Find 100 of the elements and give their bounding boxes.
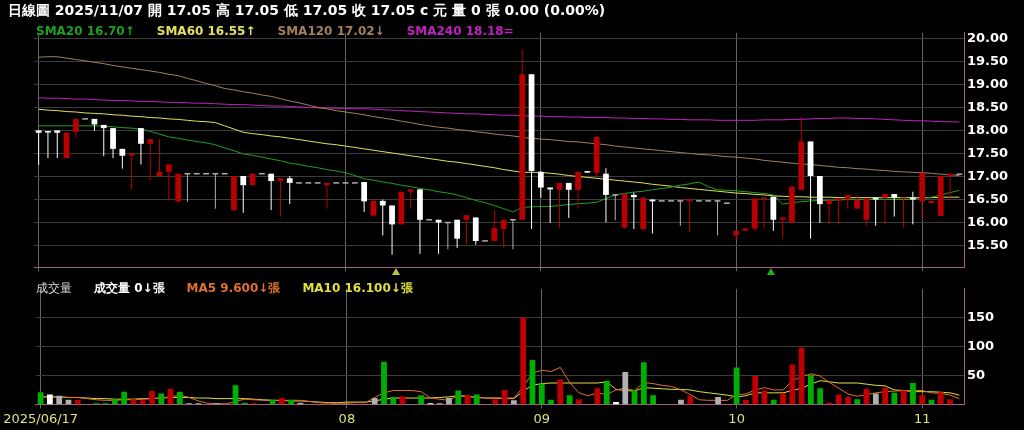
bar [937,392,944,405]
bar [149,391,155,405]
candlestick [324,182,330,210]
bar [371,398,378,405]
bar [381,361,387,405]
bar [538,383,545,405]
bar [557,379,564,405]
bar [650,395,656,405]
candlestick [612,194,619,221]
y-tick-label: 18.50 [967,98,1009,114]
candlestick [463,214,470,246]
candlestick [268,173,275,211]
bar [576,399,582,405]
candlestick [435,219,442,255]
candlestick [286,175,293,205]
candlestick [565,182,572,219]
candlestick [138,127,144,166]
bar [492,399,499,405]
bar [473,394,480,405]
y-tick-label: 19.50 [967,52,1009,68]
candlestick [779,216,786,240]
legend-title: 成交量 [36,280,72,297]
candlestick [361,181,368,213]
candlestick [537,170,544,199]
candlestick [277,177,284,218]
bar [919,395,926,405]
bar [882,387,888,405]
candlestick [54,129,61,159]
bar [501,389,508,405]
bar [446,398,452,405]
bar [613,402,619,405]
bar [733,367,740,405]
bar [687,395,694,405]
candlestick [761,197,767,230]
bar [603,380,610,405]
chart-title: 日線圖 2025/11/07 開 17.05 高 17.05 低 17.05 收 17.05 c 元 量 0 張 0.00 (0.00%) [8,2,606,20]
bar [279,398,285,405]
y-tick-label: 150 [967,309,995,325]
y-tick-label: 17.00 [967,167,1009,183]
candlestick [677,200,684,227]
bar [418,395,424,405]
bar [817,388,824,405]
candlestick [510,219,516,250]
candlestick [872,196,879,227]
y-tick-label: 18.00 [967,121,1009,137]
bar [789,364,796,405]
bar [900,390,907,405]
candlestick [714,200,721,236]
bar [947,399,953,405]
bar [520,317,527,405]
candlestick [100,124,107,157]
candlestick [500,219,507,249]
bar [121,391,128,405]
y-tick-label: 15.50 [967,236,1009,252]
candlestick [770,196,777,232]
y-tick-label: 17.50 [967,144,1009,160]
y-tick-label: 16.50 [967,190,1009,206]
candlestick [45,131,51,159]
candlestick [909,191,916,225]
text: SMA240 18.18= [406,24,514,38]
bar [640,362,647,405]
bar [158,393,165,405]
text: MA10 16.100↓張 [302,280,413,297]
bar [780,393,786,405]
x-tick-label: 08 [338,410,356,426]
candlestick [491,209,498,242]
candlestick [389,204,395,256]
bar [622,372,629,405]
candlestick [165,164,172,201]
y-tick-label: 16.00 [967,213,1009,229]
y-tick-label: 50 [967,366,986,382]
bar [56,395,63,405]
text: SMA60 16.55↑ [156,24,256,38]
text: 成交量 0↓張 [94,280,165,297]
candlestick [947,173,953,201]
bar [139,400,146,405]
candlestick [35,129,42,166]
bar [511,400,517,405]
y-tick-label: 20.00 [967,29,1009,45]
text: MA5 9.600↓張 [186,280,281,297]
x-tick-label: 09 [533,410,551,426]
x-tick-label: 10 [728,410,745,426]
bar [845,396,851,405]
bar [47,394,53,405]
candlestick [863,197,870,227]
bar [872,393,879,405]
candlestick [147,138,154,182]
bar [835,394,842,405]
x-tick-label: 2025/06/17 [3,410,79,426]
candlestick [630,192,637,230]
y-tick-label: 100 [967,337,995,353]
bar [752,376,759,405]
candlestick [603,167,609,224]
candlestick [454,219,461,249]
candlestick [128,152,135,191]
bar [910,383,916,405]
candlestick [826,199,833,225]
x-tick-label: 11 [913,410,931,426]
bar [854,399,861,405]
bar [808,374,814,405]
